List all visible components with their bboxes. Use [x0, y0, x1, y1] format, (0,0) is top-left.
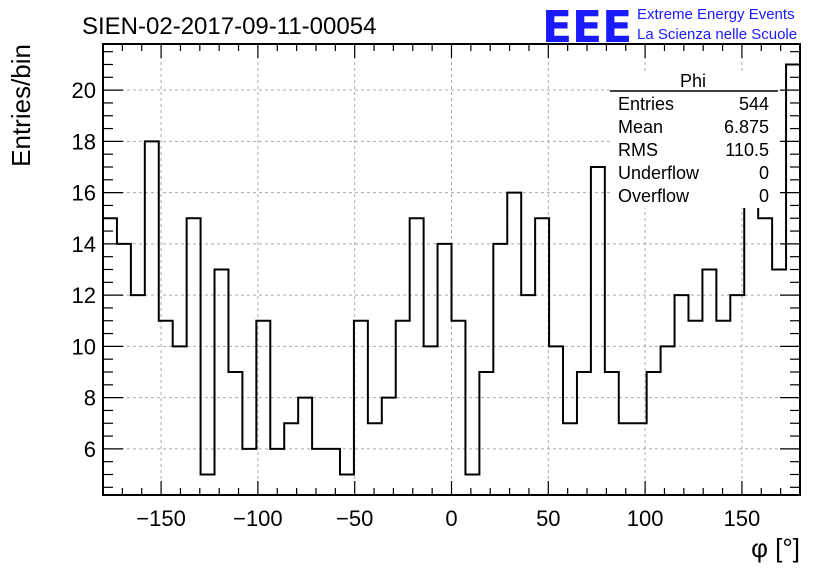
x-tick-label: −150 [136, 506, 186, 531]
stats-value: 6.875 [724, 117, 769, 137]
x-tick-label: −50 [336, 506, 373, 531]
stats-label: Underflow [618, 163, 700, 183]
stats-box-bg [612, 74, 778, 208]
axis-ticks [102, 44, 801, 495]
y-tick-label: 18 [72, 129, 96, 154]
x-tick-label: 50 [536, 506, 560, 531]
x-tick-label: 100 [627, 506, 664, 531]
stats-value: 110.5 [725, 140, 769, 160]
x-tick-label: 150 [724, 506, 761, 531]
x-tick-labels: −150 −100 −50 0 50 100 150 [136, 506, 760, 531]
y-axis-label: Entries/bin [6, 44, 36, 167]
stats-label: Mean [618, 117, 663, 137]
stats-value: 0 [759, 186, 769, 206]
plot-frame [102, 43, 801, 496]
y-tick-label: 8 [84, 386, 96, 411]
eee-logo-icon: EEE [542, 2, 632, 53]
y-tick-label: 10 [72, 334, 96, 359]
stats-box: Phi Entries 544 Mean 6.875 RMS 110.5 Und… [610, 71, 778, 208]
y-tick-label: 16 [72, 181, 96, 206]
stats-label: Overflow [618, 186, 690, 206]
logo-line-2: La Scienza nelle Scuole [637, 26, 797, 43]
y-tick-label: 20 [72, 78, 96, 103]
stats-label: Entries [618, 94, 674, 114]
y-tick-labels: 6 8 10 12 14 16 18 20 [72, 78, 96, 462]
y-tick-label: 6 [84, 437, 96, 462]
histogram-line [103, 63, 800, 476]
x-axis-label: φ [°] [751, 533, 800, 563]
x-tick-label: −100 [233, 506, 283, 531]
stats-value: 0 [759, 163, 769, 183]
stats-value: 544 [739, 94, 769, 114]
stats-label: RMS [618, 140, 658, 160]
x-tick-label: 0 [445, 506, 457, 531]
logo-line-1: Extreme Energy Events [637, 6, 795, 23]
chart-title: SIEN-02-2017-09-11-00054 [82, 13, 376, 40]
y-tick-label: 12 [72, 283, 96, 308]
y-tick-label: 14 [72, 232, 96, 257]
stats-name: Phi [680, 71, 706, 91]
